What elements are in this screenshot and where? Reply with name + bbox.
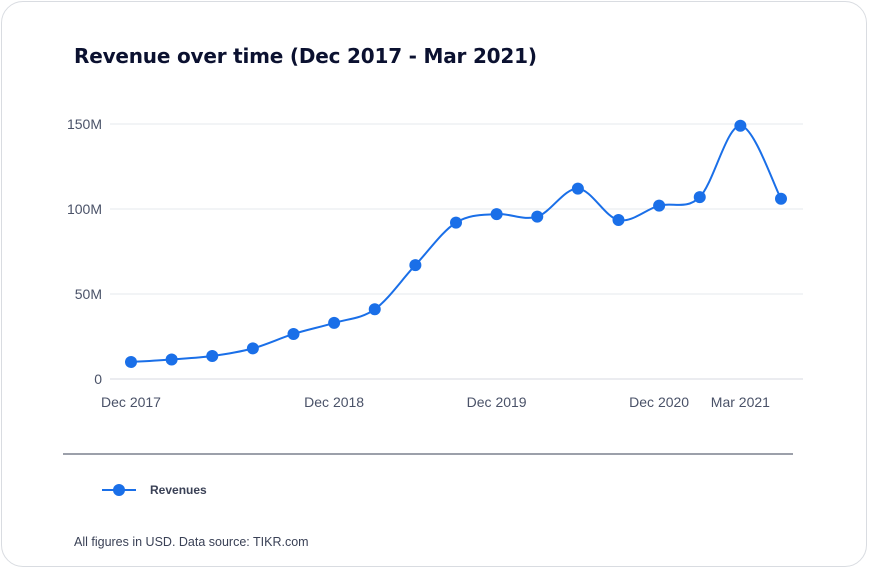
legend: Revenues	[102, 480, 207, 500]
data-point-14[interactable]	[693, 191, 706, 204]
y-tick-label: 0	[94, 371, 102, 387]
x-tick-label: Dec 2017	[101, 394, 161, 410]
y-tick-label: 100M	[67, 201, 102, 217]
x-tick-label: Dec 2020	[629, 394, 689, 410]
legend-label-revenues: Revenues	[150, 483, 207, 497]
data-point-6[interactable]	[368, 303, 381, 316]
data-point-2[interactable]	[206, 350, 219, 363]
grid-lines	[110, 123, 803, 295]
data-point-10[interactable]	[531, 210, 544, 223]
data-point-13[interactable]	[653, 199, 666, 212]
data-point-4[interactable]	[287, 327, 300, 340]
chart-title: Revenue over time (Dec 2017 - Mar 2021)	[74, 44, 537, 68]
data-point-16[interactable]	[775, 192, 787, 205]
data-point-1[interactable]	[165, 353, 178, 366]
series-revenues	[125, 119, 787, 368]
x-tick-label: Dec 2018	[304, 394, 364, 410]
legend-swatch-revenues	[102, 480, 136, 500]
legend-swatch-dot	[113, 484, 125, 496]
data-point-9[interactable]	[490, 208, 503, 221]
data-point-5[interactable]	[328, 316, 341, 329]
data-point-3[interactable]	[246, 342, 259, 355]
y-tick-label: 50M	[75, 286, 102, 302]
data-point-15[interactable]	[734, 119, 747, 132]
y-tick-labels: 0 50M 100M 150M	[67, 116, 102, 387]
data-point-7[interactable]	[409, 259, 422, 272]
x-tick-label: Mar 2021	[711, 394, 770, 410]
x-tick-label: Dec 2019	[467, 394, 527, 410]
x-tick-labels: Dec 2017 Dec 2018 Dec 2019 Dec 2020 Mar 2021	[101, 394, 770, 410]
y-tick-label: 150M	[67, 116, 102, 132]
data-point-12[interactable]	[612, 214, 625, 227]
data-point-8[interactable]	[450, 216, 462, 229]
series-line-revenues	[130, 124, 782, 363]
data-point-0[interactable]	[125, 356, 137, 368]
data-point-11[interactable]	[571, 182, 584, 195]
footnote: All figures in USD. Data source: TIKR.co…	[74, 535, 309, 549]
